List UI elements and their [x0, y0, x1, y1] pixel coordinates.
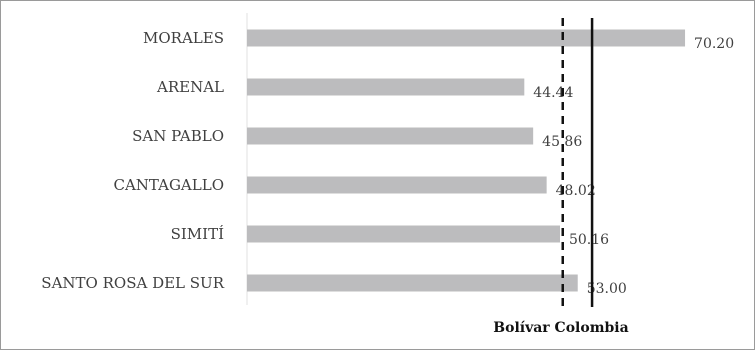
legend-label: Bolívar Colombia	[493, 320, 628, 336]
bars-layer: MORALES 70.20 ARENAL 44.44 SAN PABLO 45.86 CAN…	[41, 29, 734, 297]
category-label-santo-rosa-del-sur: SANTO ROSA DEL SUR	[41, 274, 224, 292]
bar-simiti	[247, 225, 560, 243]
value-label-arenal: 44.44	[533, 85, 573, 101]
category-label-cantagallo: CANTAGALLO	[114, 176, 225, 194]
value-label-santo-rosa-del-sur: 53.00	[587, 281, 627, 297]
value-label-simiti: 50.16	[569, 232, 609, 248]
category-label-arenal: ARENAL	[156, 78, 224, 96]
value-label-san-pablo: 45.86	[542, 134, 582, 150]
bar-arenal	[247, 78, 525, 96]
category-label-simiti: SIMITÍ	[171, 225, 224, 243]
bar-morales	[247, 29, 686, 47]
bar-san-pablo	[247, 127, 534, 145]
value-label-cantagallo: 48.02	[556, 183, 596, 199]
reference-lines-layer	[561, 18, 594, 307]
category-label-san-pablo: SAN PABLO	[132, 127, 224, 145]
category-label-morales: MORALES	[143, 29, 224, 47]
bar-santo-rosa-del-sur	[247, 274, 578, 292]
value-label-morales: 70.20	[694, 36, 734, 52]
bar-cantagallo	[247, 176, 547, 194]
